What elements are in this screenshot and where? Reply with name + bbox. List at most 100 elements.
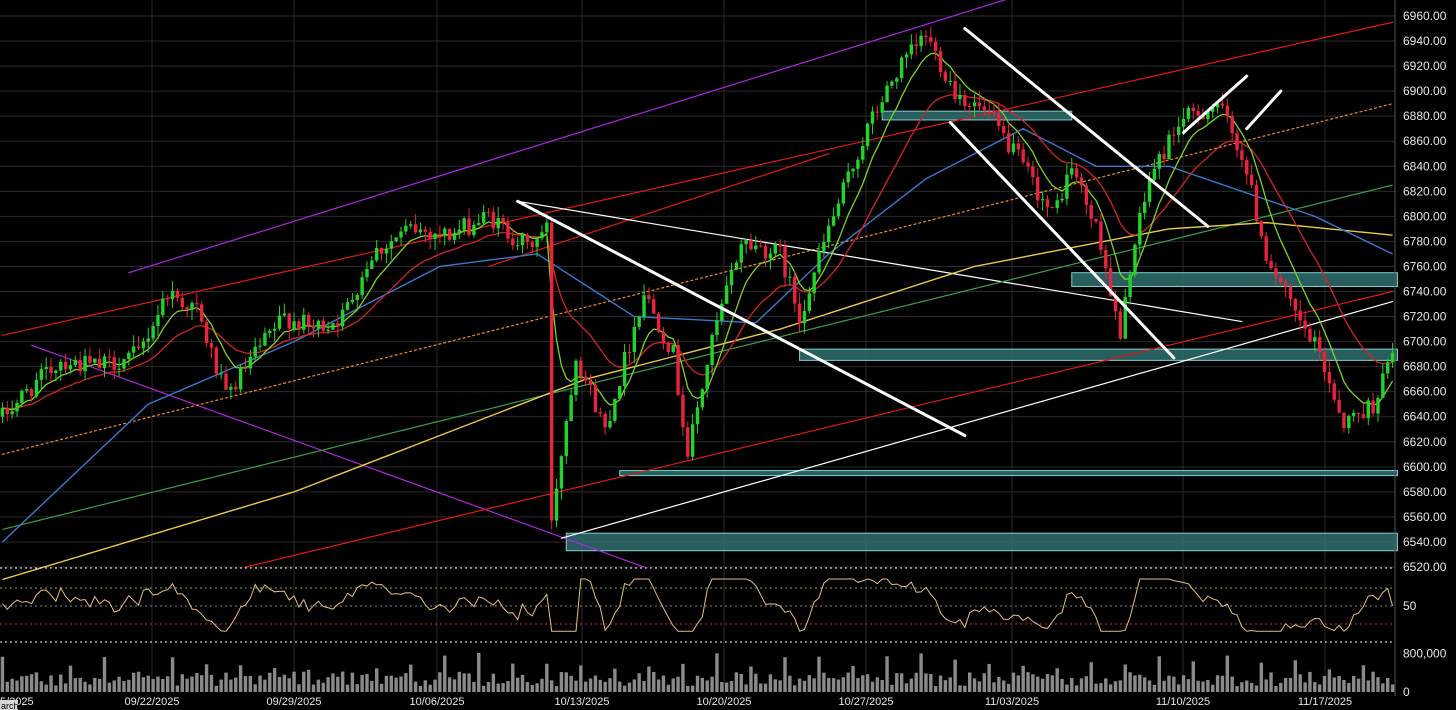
candle-up bbox=[540, 232, 544, 239]
volume-bar bbox=[1356, 678, 1361, 692]
support-resistance-zones bbox=[565, 110, 1398, 552]
price-tick-label: 6580.00 bbox=[1403, 485, 1447, 499]
volume-bar bbox=[831, 678, 836, 692]
candle-up bbox=[389, 241, 393, 249]
volume-bar bbox=[1230, 676, 1234, 692]
volume-bar bbox=[447, 677, 452, 692]
candle-up bbox=[477, 222, 481, 225]
volume-bar bbox=[506, 681, 510, 692]
candle-down bbox=[525, 234, 530, 243]
candle-up bbox=[768, 253, 773, 259]
volume-bar bbox=[88, 684, 92, 692]
candle-down bbox=[1099, 221, 1103, 251]
candle-down bbox=[1361, 414, 1366, 419]
volume-bar bbox=[1186, 679, 1191, 692]
candle-down bbox=[506, 222, 510, 239]
volume-bar bbox=[909, 678, 914, 692]
volume-bar bbox=[1016, 675, 1021, 692]
candle-up bbox=[472, 224, 476, 236]
volume-bar bbox=[374, 668, 379, 692]
volume-bar bbox=[433, 679, 437, 692]
candle-down bbox=[438, 233, 442, 236]
volume-bar bbox=[967, 672, 972, 692]
volume-bar bbox=[117, 676, 121, 692]
volume-bar bbox=[1337, 675, 1341, 692]
candle-down bbox=[943, 72, 948, 82]
volume-bar bbox=[34, 672, 39, 692]
date-tick-label: 10/06/2025 bbox=[409, 696, 464, 708]
candle-down bbox=[914, 44, 918, 47]
candle-up bbox=[1157, 154, 1161, 169]
volume-bar bbox=[802, 680, 807, 692]
candle-down bbox=[530, 242, 534, 248]
volume-bar bbox=[656, 679, 661, 692]
date-tick-label: 10/13/2025 bbox=[554, 696, 609, 708]
candle-up bbox=[102, 356, 107, 369]
candle-up bbox=[895, 78, 899, 82]
candle-down bbox=[1021, 149, 1025, 163]
volume-bar bbox=[141, 677, 146, 692]
volume-bar bbox=[593, 675, 598, 692]
volume-bar bbox=[1376, 677, 1380, 692]
price-tick-label: 6780.00 bbox=[1403, 234, 1447, 248]
volume-bar bbox=[404, 673, 408, 692]
volume-bar bbox=[948, 677, 952, 692]
candle-down bbox=[224, 373, 228, 390]
volume-bar bbox=[1065, 684, 1069, 692]
candle-down bbox=[486, 212, 491, 214]
candle-up bbox=[695, 407, 700, 425]
volume-bar bbox=[1351, 676, 1356, 692]
candle-up bbox=[613, 398, 617, 421]
candle-down bbox=[97, 358, 102, 369]
candle-up bbox=[909, 44, 914, 55]
volume-bar bbox=[78, 677, 82, 692]
candle-up bbox=[1167, 134, 1171, 160]
volume-bar bbox=[588, 678, 593, 692]
volume-bar bbox=[899, 673, 904, 692]
volume-bar bbox=[535, 683, 539, 692]
candle-down bbox=[112, 357, 116, 370]
volume-bar bbox=[272, 668, 277, 692]
candle-up bbox=[360, 277, 364, 295]
volume-bar bbox=[870, 681, 875, 692]
volume-bar bbox=[165, 676, 170, 692]
volume-bar bbox=[861, 675, 865, 692]
candle-up bbox=[1390, 352, 1395, 363]
candle-down bbox=[1317, 337, 1322, 352]
candle-down bbox=[234, 386, 238, 390]
candle-down bbox=[1230, 116, 1234, 134]
candle-up bbox=[831, 216, 836, 226]
red-short-segment bbox=[487, 153, 830, 268]
candle-down bbox=[1104, 250, 1108, 269]
volume-bar bbox=[1147, 680, 1152, 692]
candle-down bbox=[1113, 295, 1118, 312]
candle-down bbox=[588, 380, 593, 386]
candle-down bbox=[1322, 351, 1327, 373]
candle-down bbox=[686, 427, 690, 457]
candle-up bbox=[671, 344, 675, 353]
candle-up bbox=[384, 248, 389, 254]
candle-down bbox=[982, 106, 986, 111]
price-tick-label: 6560.00 bbox=[1403, 510, 1447, 524]
volume-bar bbox=[1332, 677, 1336, 692]
volume-bar bbox=[1133, 675, 1137, 692]
candle-down bbox=[627, 352, 632, 354]
candle-down bbox=[584, 376, 588, 381]
purple-channel-upper bbox=[128, 0, 1007, 274]
red-channel-upper bbox=[1, 21, 1394, 336]
candle-down bbox=[1016, 143, 1021, 150]
candle-down bbox=[1288, 286, 1293, 299]
volume-bar bbox=[345, 684, 350, 692]
date-tick-label: 11/03/2025 bbox=[985, 696, 1039, 708]
volume-bar bbox=[1084, 676, 1089, 692]
candle-up bbox=[1138, 212, 1142, 245]
candle-up bbox=[34, 379, 39, 397]
volume-bar bbox=[1006, 683, 1011, 692]
candle-up bbox=[44, 366, 48, 370]
volume-bar bbox=[1390, 684, 1395, 692]
volume-bar bbox=[885, 656, 889, 692]
candle-down bbox=[763, 246, 768, 259]
volume-bar bbox=[700, 677, 705, 692]
